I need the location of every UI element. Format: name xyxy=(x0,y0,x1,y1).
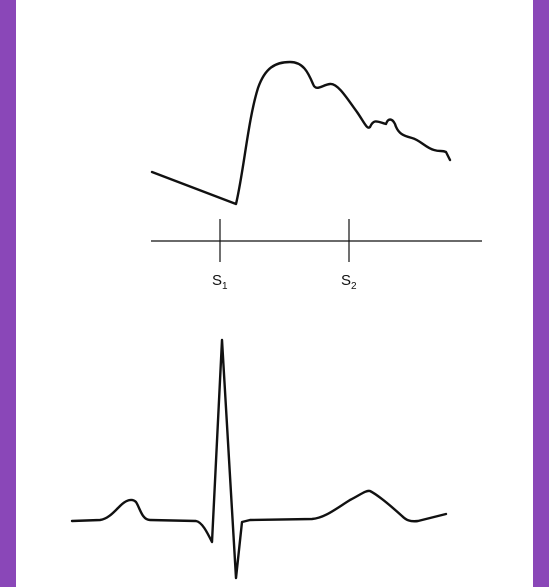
ecg-waveform xyxy=(70,338,448,580)
s2-label: S2 xyxy=(341,272,357,292)
figure-panel xyxy=(16,0,533,587)
s1-label: S1 xyxy=(212,272,228,292)
pressure-waveform xyxy=(150,60,452,206)
